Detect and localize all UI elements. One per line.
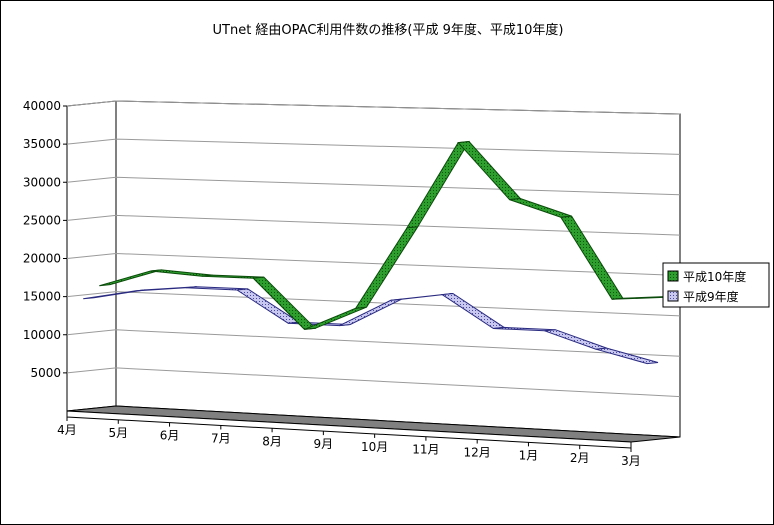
chart-title: UTnet 経由OPAC利用件数の推移(平成 9年度、平成10年度) (213, 22, 564, 38)
x-tick-label: 2月 (570, 451, 590, 465)
y-tick-label: 20000 (23, 252, 61, 266)
chart-walls (66, 100, 681, 449)
x-tick-label: 7月 (211, 431, 231, 445)
y-tick-label: 10000 (23, 328, 61, 342)
legend-label: 平成9年度 (683, 289, 739, 304)
gridline (66, 176, 681, 196)
y-tick-label: 25000 (23, 213, 61, 227)
y-tick-label: 35000 (23, 137, 61, 151)
x-tick-label: 5月 (108, 426, 128, 440)
gridline (66, 367, 681, 398)
y-tick-label: 30000 (23, 175, 61, 189)
gridline (66, 214, 681, 236)
y-axis: 5000 10000 15000 20000 25000 30000 35000 40000 (23, 99, 67, 380)
gridline (66, 100, 681, 115)
x-tick-label: 6月 (160, 429, 180, 443)
gridline (66, 138, 681, 155)
y-tick-label: 5000 (30, 366, 61, 380)
legend-label: 平成10年度 (683, 269, 746, 284)
x-tick-label: 4月 (57, 423, 77, 437)
x-tick-label: 1月 (519, 448, 539, 462)
x-tick-label: 8月 (262, 434, 282, 448)
x-tick-label: 11月 (412, 443, 439, 457)
x-axis: 4月 5月 6月 7月 8月 9月 10月 11月 12月 1月 2月 3月 (57, 417, 641, 468)
chart-gridlines (66, 100, 681, 398)
legend-swatch (667, 290, 679, 302)
legend-box (662, 262, 770, 308)
series-layer (83, 140, 675, 365)
x-tick-label: 3月 (621, 454, 641, 468)
x-tick-label: 10月 (361, 440, 388, 454)
x-tick-label: 12月 (464, 446, 491, 460)
y-tick-label: 40000 (23, 99, 61, 113)
gridline (66, 252, 681, 276)
y-tick-label: 15000 (23, 290, 61, 304)
x-tick-label: 9月 (314, 437, 334, 451)
ribbon-segment (595, 347, 659, 365)
legend-swatch (667, 270, 679, 282)
gridline (66, 291, 681, 317)
gridline (66, 329, 681, 357)
